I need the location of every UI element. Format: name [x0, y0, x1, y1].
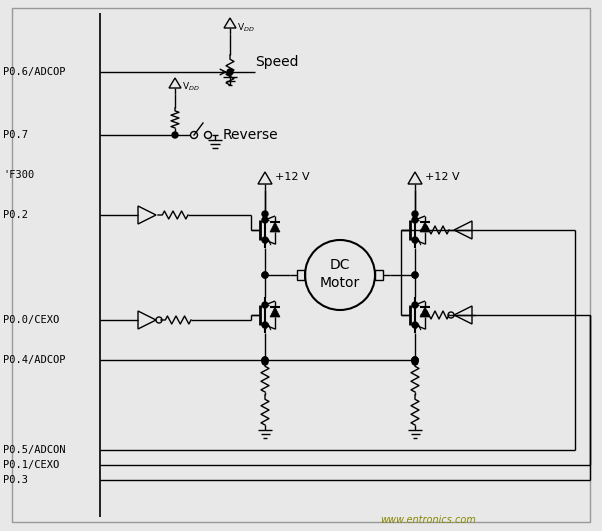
Circle shape: [412, 211, 418, 217]
Circle shape: [262, 217, 268, 223]
Text: P0.6/ADCOP: P0.6/ADCOP: [3, 67, 66, 77]
Circle shape: [412, 357, 418, 363]
Circle shape: [262, 357, 268, 363]
Circle shape: [227, 69, 233, 75]
Bar: [297, 270, 305, 280]
Circle shape: [412, 272, 418, 278]
Text: V$_{DD}$: V$_{DD}$: [182, 81, 200, 93]
Text: P0.0/CEXO: P0.0/CEXO: [3, 315, 59, 325]
Text: www.entronics.com: www.entronics.com: [380, 515, 476, 525]
Text: +12 V: +12 V: [425, 172, 459, 182]
Text: DC: DC: [330, 258, 350, 272]
Circle shape: [412, 322, 418, 328]
Polygon shape: [270, 222, 280, 232]
Circle shape: [262, 211, 268, 217]
Text: P0.1/CEXO: P0.1/CEXO: [3, 460, 59, 470]
Circle shape: [262, 357, 268, 363]
Polygon shape: [420, 307, 430, 317]
Text: V$_{DD}$: V$_{DD}$: [237, 22, 255, 35]
Text: +12 V: +12 V: [275, 172, 309, 182]
Text: 'F300: 'F300: [3, 170, 34, 180]
Circle shape: [262, 359, 268, 365]
Circle shape: [262, 302, 268, 308]
Circle shape: [262, 272, 268, 278]
Text: Speed: Speed: [255, 55, 299, 69]
Text: Motor: Motor: [320, 276, 360, 290]
Circle shape: [412, 302, 418, 308]
Circle shape: [262, 322, 268, 328]
Text: Reverse: Reverse: [223, 128, 279, 142]
Polygon shape: [270, 307, 280, 317]
Text: P0.2: P0.2: [3, 210, 28, 220]
Circle shape: [412, 357, 418, 363]
Text: P0.7: P0.7: [3, 130, 28, 140]
Bar: [375, 270, 383, 280]
Circle shape: [412, 237, 418, 243]
Text: P0.4/ADCOP: P0.4/ADCOP: [3, 355, 66, 365]
Circle shape: [412, 217, 418, 223]
Text: P0.3: P0.3: [3, 475, 28, 485]
Circle shape: [412, 357, 418, 363]
Circle shape: [412, 272, 418, 278]
Circle shape: [412, 359, 418, 365]
Polygon shape: [420, 222, 430, 232]
Circle shape: [172, 132, 178, 138]
Circle shape: [262, 237, 268, 243]
Circle shape: [262, 272, 268, 278]
Text: P0.5/ADCON: P0.5/ADCON: [3, 445, 66, 455]
